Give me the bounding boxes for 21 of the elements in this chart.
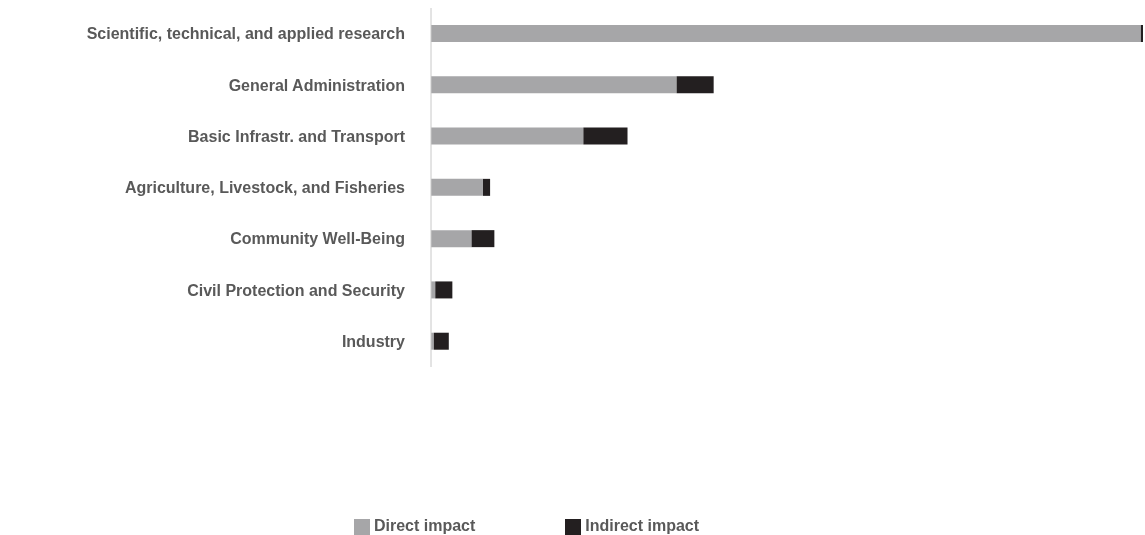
bar [433,332,449,350]
y-tick-label: Agriculture, Livestock, and Fisheries [124,179,406,197]
bar [431,230,472,248]
bar [482,178,491,196]
bar [431,25,1141,42]
legend-label: Direct impact [373,517,476,534]
y-tick-label: Civil Protection and Security [187,281,406,299]
legend-label: Indirect impact [585,517,700,534]
bar [435,281,453,299]
bar [431,76,677,94]
y-tick-label: Community Well-Being [230,230,405,248]
bar [431,178,483,196]
y-tick-label: Industry [341,333,406,351]
bar [676,76,714,94]
bar [471,230,495,248]
y-tick-label: Scientific, technical, and applied research [86,25,405,43]
y-tick-label: General Administration [228,76,405,94]
bar [583,127,628,145]
y-tick-label: Basic Infrastr. and Transport [188,127,406,145]
bar [431,127,584,145]
bar [1140,25,1143,42]
